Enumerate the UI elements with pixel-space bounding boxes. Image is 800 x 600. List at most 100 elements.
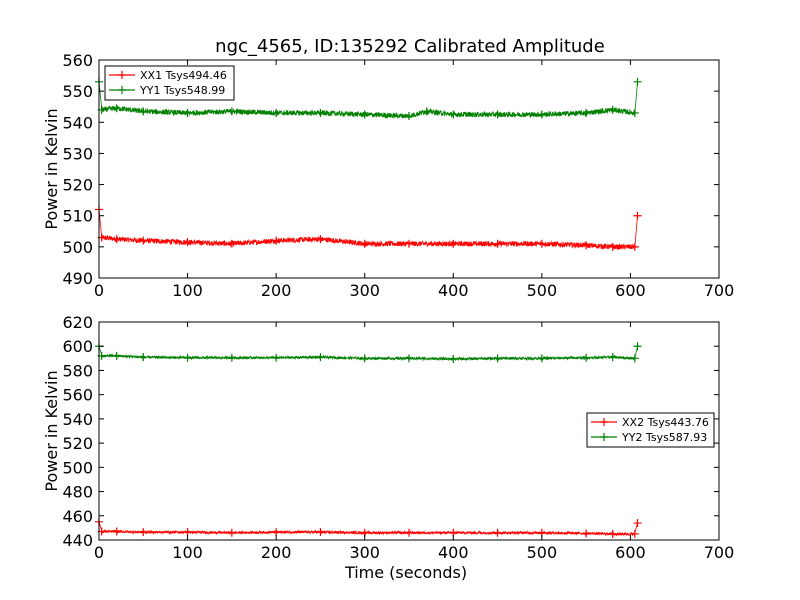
data-point	[139, 353, 148, 362]
data-point	[405, 239, 413, 248]
data-point	[139, 107, 148, 116]
x-tick-label: 0	[94, 281, 104, 300]
legend-box	[586, 412, 715, 448]
data-point	[316, 235, 325, 244]
data-point	[227, 239, 236, 248]
x-tick-label: 700	[704, 543, 735, 562]
data-point	[316, 528, 325, 537]
x-tick-label: 200	[261, 281, 292, 300]
data-point	[405, 354, 413, 363]
x-tick-label: 100	[172, 543, 203, 562]
data-point	[537, 239, 546, 248]
data-point	[608, 105, 617, 114]
plot-frame	[98, 59, 720, 279]
legend: XX1 Tsys494.46 YY1 Tsys548.99	[104, 65, 235, 101]
data-point	[449, 354, 458, 363]
data-point	[112, 351, 121, 360]
x-tick-label: 700	[704, 281, 735, 300]
legend-box	[104, 65, 235, 101]
y-tick-label: 500	[62, 458, 93, 477]
legend: XX2 Tsys443.76 YY2 Tsys587.93	[586, 412, 715, 448]
data-point	[630, 529, 639, 538]
data-point	[630, 108, 639, 117]
data-point	[608, 353, 617, 362]
data-point	[493, 528, 502, 537]
data-point	[630, 354, 639, 363]
legend-label: YY2 Tsys587.93	[621, 431, 707, 444]
y-tick-label: 540	[62, 410, 93, 429]
y-tick-label: 620	[62, 313, 93, 332]
y-tick-label: 510	[62, 207, 93, 226]
x-tick-label: 0	[94, 543, 104, 562]
data-point	[422, 107, 431, 116]
y-tick-label: 540	[62, 113, 93, 132]
data-point	[537, 110, 546, 119]
data-point	[493, 239, 502, 248]
data-point	[608, 242, 617, 251]
chart-panel-1: 0 100 200 300 400 500 600 700 490 500 510 520 530 540…	[42, 51, 734, 300]
y-tick-label: 460	[62, 507, 93, 526]
legend-marker	[600, 433, 608, 441]
x-tick-label: 500	[527, 281, 558, 300]
data-point	[493, 354, 502, 363]
y-tick-label: 500	[62, 238, 93, 257]
data-point	[360, 110, 369, 119]
data-point	[272, 528, 281, 537]
y-tick-label: 580	[62, 361, 93, 380]
y-tick-label: 520	[62, 434, 93, 453]
data-point	[449, 239, 458, 248]
x-tick-label: 400	[438, 281, 469, 300]
data-point	[183, 353, 192, 362]
x-axis-label: Time (seconds)	[344, 563, 467, 582]
series-2	[95, 342, 642, 363]
x-tick-label: 300	[349, 281, 380, 300]
x-tick-label: 200	[261, 543, 292, 562]
x-tick-label: 500	[527, 543, 558, 562]
data-point	[633, 342, 642, 351]
data-point	[633, 519, 642, 528]
data-point	[183, 108, 192, 117]
data-point	[227, 107, 236, 116]
y-tick-label: 560	[62, 51, 93, 70]
data-point	[493, 110, 502, 119]
data-point	[139, 236, 148, 245]
x-tick-label: 100	[172, 281, 203, 300]
series-2	[95, 77, 642, 121]
y-tick-label: 600	[62, 337, 93, 356]
x-tick-label: 600	[615, 543, 646, 562]
data-point	[633, 211, 642, 220]
data-point	[405, 528, 413, 537]
data-point	[316, 108, 325, 117]
data-point	[630, 242, 639, 251]
data-point	[272, 108, 281, 117]
data-point	[112, 235, 121, 244]
data-point	[633, 77, 642, 86]
data-point	[112, 527, 121, 536]
data-point	[316, 353, 325, 362]
data-point	[272, 236, 281, 245]
y-tick-label: 560	[62, 386, 93, 405]
series-1	[95, 205, 642, 251]
data-point	[449, 110, 458, 119]
x-tick-label: 400	[438, 543, 469, 562]
data-point	[537, 354, 546, 363]
plots: 0 100 200 300 400 500 600 700 490 500 510 520 530 540…	[42, 51, 734, 582]
series-line	[98, 209, 638, 251]
data-point	[183, 528, 192, 537]
x-tick-label: 600	[615, 281, 646, 300]
data-point	[582, 108, 591, 117]
data-point	[272, 353, 281, 362]
data-point	[582, 353, 591, 362]
legend-label: YY1 Tsys548.99	[139, 84, 225, 97]
legend-marker	[118, 86, 126, 94]
y-tick-label: 490	[62, 269, 93, 288]
figure-title: ngc_4565, ID:135292 Calibrated Amplitude	[215, 36, 605, 57]
data-point	[183, 238, 192, 247]
y-tick-label: 480	[62, 483, 93, 502]
y-tick-label: 440	[62, 531, 93, 550]
data-point	[112, 104, 121, 113]
legend-marker	[118, 71, 126, 79]
x-tick-label: 300	[349, 543, 380, 562]
legend-marker	[600, 418, 608, 426]
